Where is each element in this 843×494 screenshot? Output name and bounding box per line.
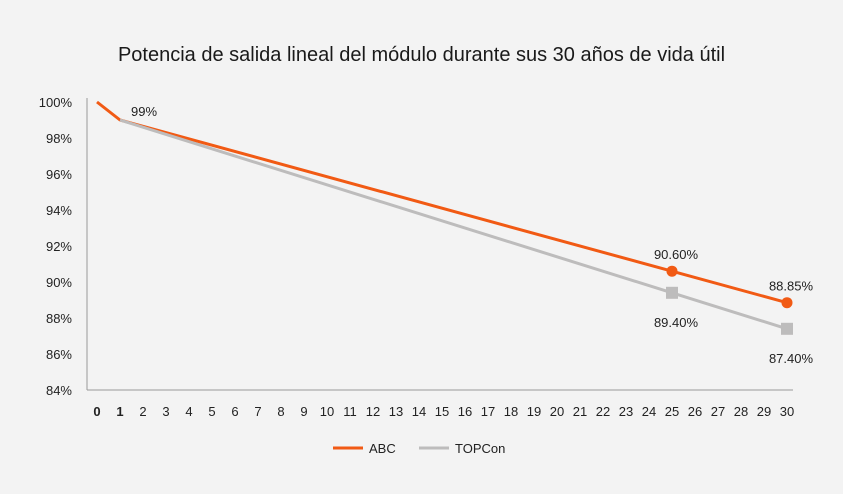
- y-tick-label: 88%: [46, 311, 72, 326]
- x-tick-label: 13: [389, 404, 403, 419]
- x-tick-label: 5: [208, 404, 215, 419]
- legend-label: TOPCon: [455, 441, 505, 456]
- data-label: 89.40%: [654, 315, 699, 330]
- y-tick-label: 84%: [46, 383, 72, 398]
- y-tick-label: 90%: [46, 275, 72, 290]
- x-tick-label: 15: [435, 404, 449, 419]
- x-tick-label: 8: [277, 404, 284, 419]
- x-tick-label: 28: [734, 404, 748, 419]
- x-tick-label: 17: [481, 404, 495, 419]
- x-tick-label: 19: [527, 404, 541, 419]
- x-tick-label: 26: [688, 404, 702, 419]
- x-tick-label: 3: [162, 404, 169, 419]
- data-point-topcon: [781, 322, 793, 335]
- data-label: 90.60%: [654, 247, 699, 262]
- x-tick-label: 6: [231, 404, 238, 419]
- data-label: 99%: [131, 104, 157, 119]
- x-tick-label: 0: [93, 404, 100, 419]
- x-tick-label: 14: [412, 404, 426, 419]
- y-tick-label: 100%: [39, 95, 73, 110]
- data-point-abc: [666, 265, 678, 277]
- data-label: 87.40%: [769, 351, 814, 366]
- x-tick-label: 10: [320, 404, 334, 419]
- series-line-topcon: [119, 118, 788, 331]
- data-point-topcon: [666, 286, 678, 299]
- y-tick-label: 86%: [46, 347, 72, 362]
- x-tick-label: 4: [185, 404, 192, 419]
- x-tick-label: 21: [573, 404, 587, 419]
- x-tick-label: 12: [366, 404, 380, 419]
- x-tick-label: 30: [780, 404, 794, 419]
- data-point-abc: [781, 297, 793, 309]
- x-tick-label: 7: [254, 404, 261, 419]
- x-tick-label: 1: [116, 404, 123, 419]
- x-tick-label: 20: [550, 404, 564, 419]
- x-tick-label: 2: [139, 404, 146, 419]
- x-tick-label: 27: [711, 404, 725, 419]
- y-tick-label: 96%: [46, 167, 72, 182]
- x-tick-label: 18: [504, 404, 518, 419]
- x-tick-label: 9: [300, 404, 307, 419]
- x-tick-label: 22: [596, 404, 610, 419]
- y-tick-label: 94%: [46, 203, 72, 218]
- x-tick-label: 11: [343, 404, 357, 419]
- series-line-abc: [96, 100, 788, 305]
- x-tick-label: 24: [642, 404, 656, 419]
- x-tick-label: 25: [665, 404, 679, 419]
- legend-label: ABC: [369, 441, 396, 456]
- x-tick-label: 23: [619, 404, 633, 419]
- data-label: 88.85%: [769, 279, 814, 294]
- chart-title: Potencia de salida lineal del módulo dur…: [117, 44, 726, 66]
- x-tick-label: 29: [757, 404, 771, 419]
- y-tick-label: 92%: [46, 239, 72, 254]
- x-tick-label: 16: [458, 404, 472, 419]
- y-tick-label: 98%: [46, 131, 72, 146]
